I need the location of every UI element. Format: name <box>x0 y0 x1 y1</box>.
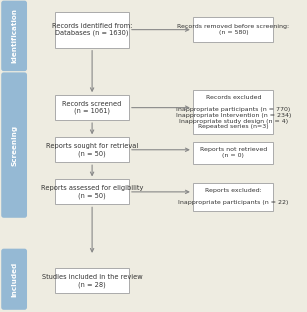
FancyBboxPatch shape <box>55 137 129 162</box>
Text: Studies included in the review
(n = 28): Studies included in the review (n = 28) <box>42 274 142 288</box>
FancyBboxPatch shape <box>55 95 129 120</box>
Text: Reports excluded:

Inappropriate participants (n = 22): Reports excluded: Inappropriate particip… <box>178 188 289 205</box>
Text: Reports sought for retrieval
(n = 50): Reports sought for retrieval (n = 50) <box>46 143 138 157</box>
FancyBboxPatch shape <box>55 268 129 293</box>
Text: Records removed before screening:
(n = 580): Records removed before screening: (n = 5… <box>177 24 290 35</box>
Text: Records excluded

Inappropriate participants (n = 770)
Inappropriate Interventio: Records excluded Inappropriate participa… <box>176 95 291 129</box>
Text: Reports assessed for eligibility
(n = 50): Reports assessed for eligibility (n = 50… <box>41 185 143 199</box>
FancyBboxPatch shape <box>55 12 129 47</box>
Text: Reports not retrieved
(n = 0): Reports not retrieved (n = 0) <box>200 148 267 158</box>
Text: Included: Included <box>11 262 17 297</box>
Text: Records identified from:
Databases (n = 1630): Records identified from: Databases (n = … <box>52 23 132 37</box>
FancyBboxPatch shape <box>193 90 273 134</box>
Text: Identification: Identification <box>11 8 17 63</box>
FancyBboxPatch shape <box>55 179 129 204</box>
FancyBboxPatch shape <box>1 72 27 218</box>
FancyBboxPatch shape <box>193 17 273 42</box>
FancyBboxPatch shape <box>193 183 273 211</box>
Text: Screening: Screening <box>11 124 17 166</box>
Text: Records screened
(n = 1061): Records screened (n = 1061) <box>62 101 122 115</box>
FancyBboxPatch shape <box>1 1 27 71</box>
FancyBboxPatch shape <box>1 249 27 310</box>
FancyBboxPatch shape <box>193 142 273 164</box>
